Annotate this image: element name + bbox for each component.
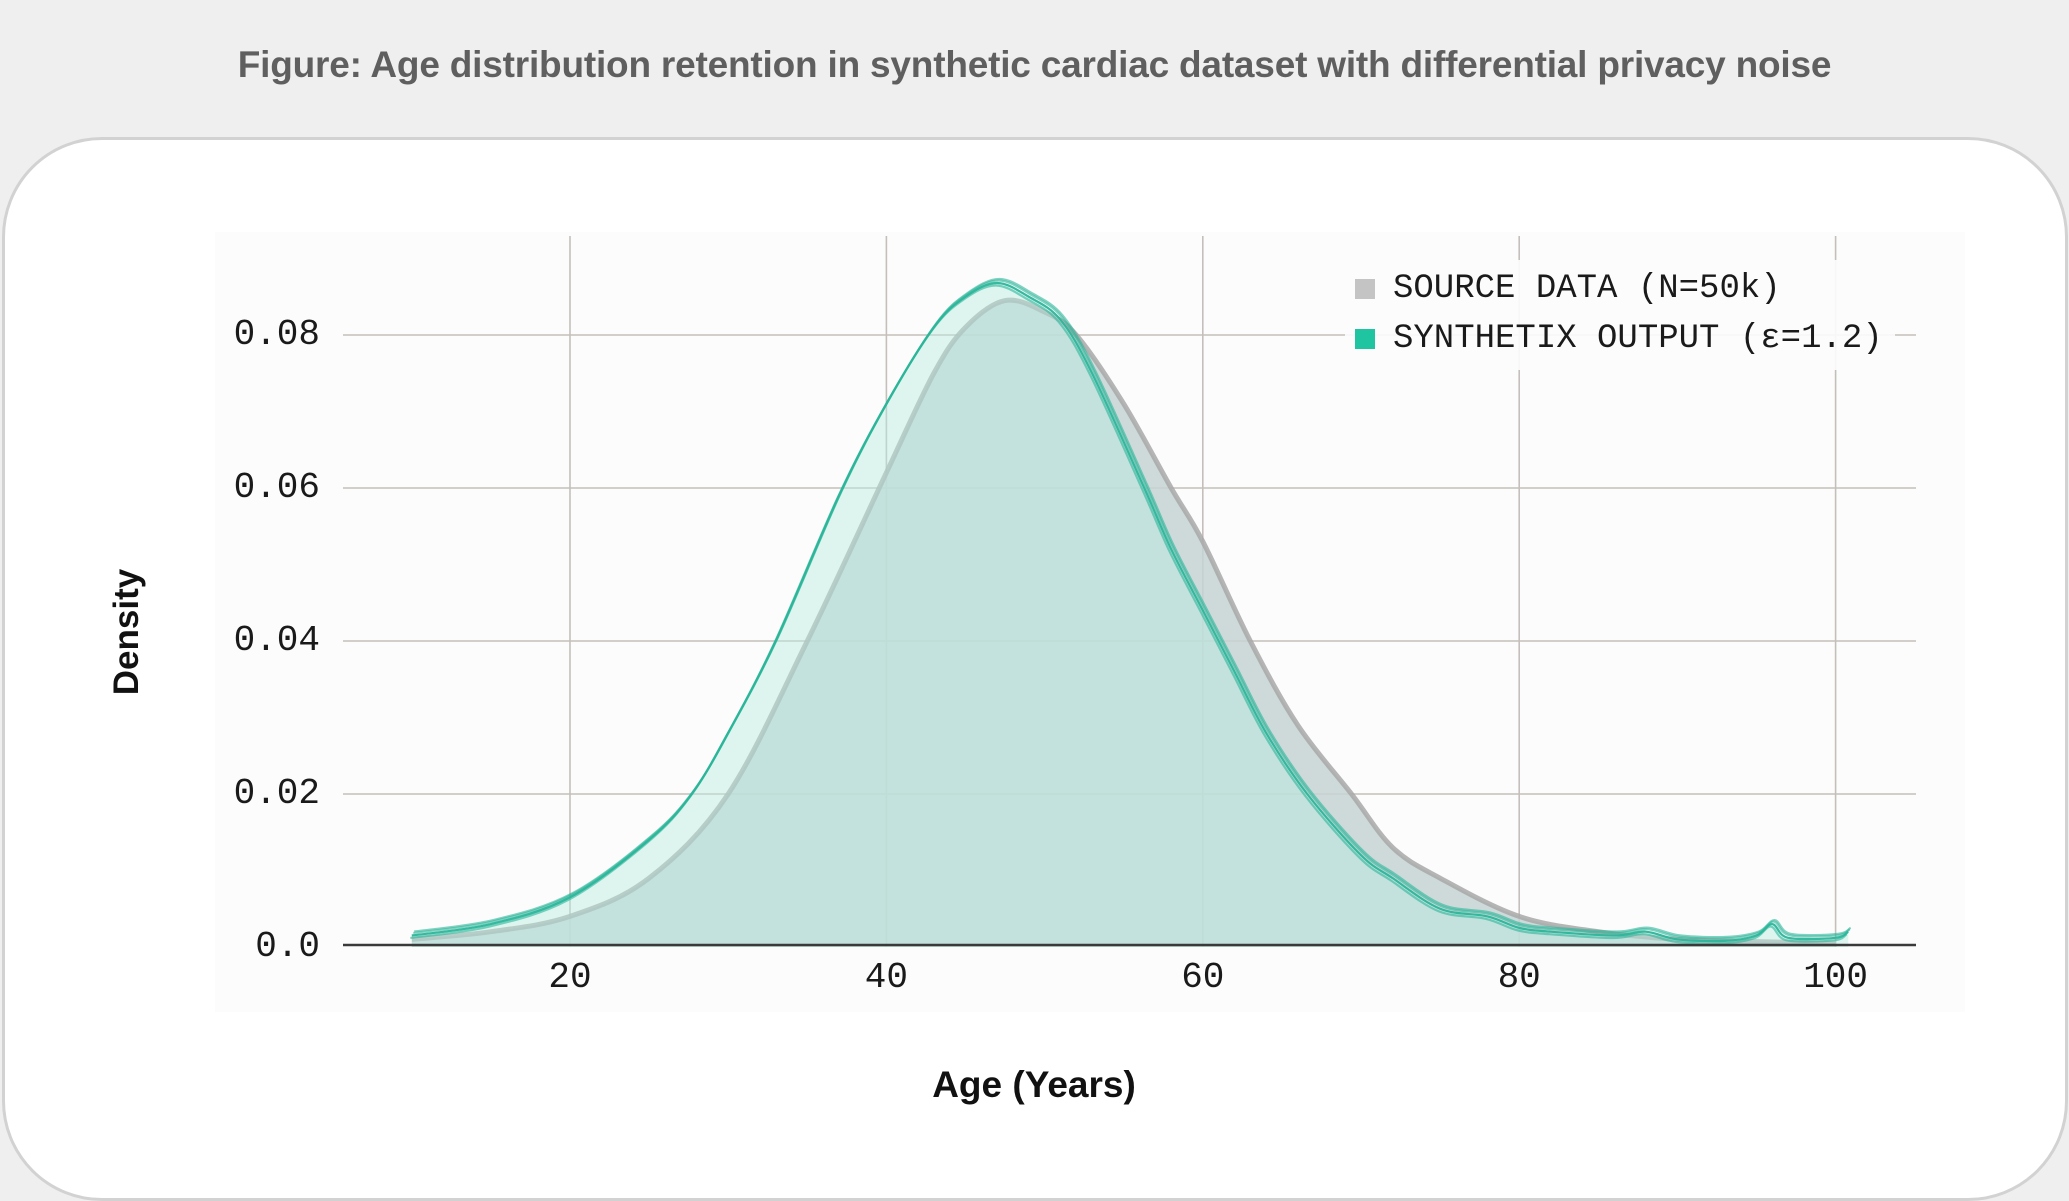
source-area xyxy=(411,300,1836,947)
y-tick-label: 0.04 xyxy=(233,620,320,661)
source-swatch-icon xyxy=(1355,279,1375,299)
legend-item-synthetic: SYNTHETIX OUTPUT (ε=1.2) xyxy=(1355,314,1883,364)
legend: SOURCE DATA (N=50k) SYNTHETIX OUTPUT (ε=… xyxy=(1345,260,1895,370)
synthetic-area xyxy=(411,282,1849,948)
source-line xyxy=(411,297,1836,946)
synthetic-swatch-icon xyxy=(1355,329,1375,349)
y-axis-label: Density xyxy=(107,568,146,696)
figure-title: Figure: Age distribution retention in sy… xyxy=(237,44,1832,85)
x-tick-label: 60 xyxy=(1181,957,1225,998)
x-tick-label: 80 xyxy=(1497,957,1541,998)
x-tick-label: 100 xyxy=(1803,957,1868,998)
legend-label-source: SOURCE DATA (N=50k) xyxy=(1393,270,1781,308)
synthetic-line xyxy=(414,277,1852,939)
legend-item-source: SOURCE DATA (N=50k) xyxy=(1355,264,1883,314)
legend-label-synthetic: SYNTHETIX OUTPUT (ε=1.2) xyxy=(1393,320,1883,358)
density-series xyxy=(410,277,1852,948)
y-tick-label: 0.02 xyxy=(233,773,320,814)
y-tick-label: 0.0 xyxy=(255,926,320,967)
y-tick-label: 0.06 xyxy=(233,467,320,508)
x-tick-label: 20 xyxy=(548,957,592,998)
x-axis-label: Age (Years) xyxy=(932,1064,1136,1105)
y-tick-label: 0.08 xyxy=(233,314,320,355)
x-tick-label: 40 xyxy=(864,957,908,998)
